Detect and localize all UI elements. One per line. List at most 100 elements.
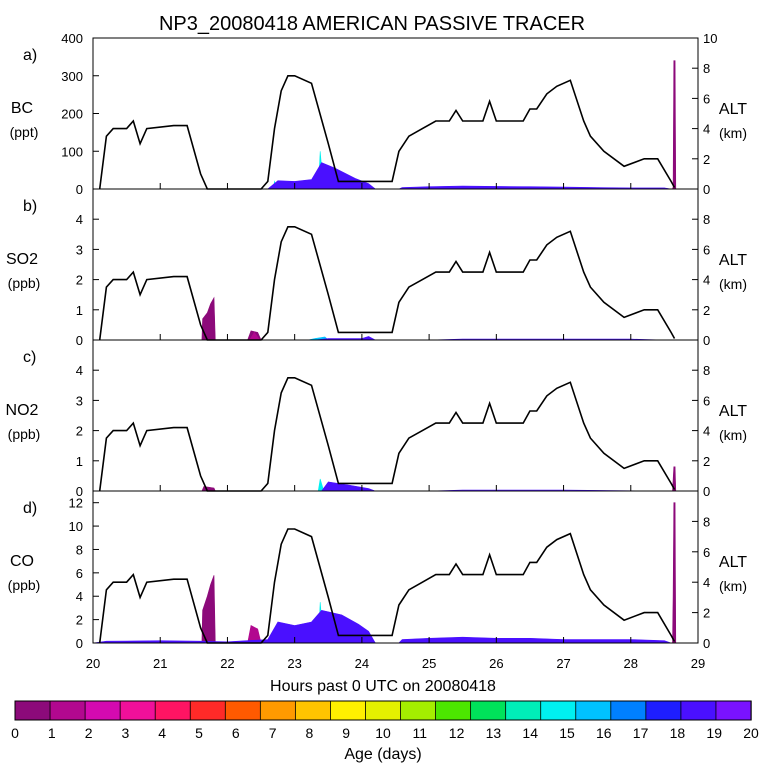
panel-letter: d) bbox=[23, 500, 37, 517]
colorbar-tick-label: 14 bbox=[522, 725, 538, 741]
colorbar-tick-label: 12 bbox=[449, 725, 465, 741]
series-area bbox=[672, 60, 677, 190]
x-tick-label: 23 bbox=[287, 656, 301, 671]
y-tick-label: 2 bbox=[76, 273, 83, 288]
x-tick-label: 24 bbox=[355, 656, 369, 671]
y-tick-label: 12 bbox=[69, 496, 83, 511]
colorbar-tick-label: 3 bbox=[122, 725, 130, 741]
colorbar-swatch bbox=[49, 700, 86, 721]
chart-title: NP3_20080418 AMERICAN PASSIVE TRACER bbox=[159, 13, 585, 35]
colorbar-swatch bbox=[435, 700, 472, 721]
y-tick-label: 0 bbox=[76, 636, 83, 651]
colorbar-tick-label: 2 bbox=[85, 725, 93, 741]
y-tick-label: 10 bbox=[69, 519, 83, 534]
y-tick-label: 2 bbox=[76, 424, 83, 439]
panel-letter: a) bbox=[23, 47, 37, 64]
y-tick-label: 0 bbox=[76, 182, 83, 197]
alt-units-label: (km) bbox=[719, 578, 747, 594]
colorbar-frame bbox=[14, 700, 752, 721]
colorbar-tick-label: 18 bbox=[670, 725, 686, 741]
x-tick-label: 28 bbox=[624, 656, 638, 671]
altitude-line bbox=[98, 376, 676, 492]
colorbar-label: Age (days) bbox=[344, 746, 421, 763]
units-label: (ppb) bbox=[8, 426, 41, 442]
colorbar-swatch bbox=[294, 700, 332, 721]
colorbar-swatch bbox=[400, 700, 437, 721]
alt-tick-label: 0 bbox=[703, 636, 710, 651]
colorbar-swatch bbox=[610, 700, 647, 721]
colorbar-swatch bbox=[259, 700, 297, 721]
colorbar-swatch bbox=[505, 700, 542, 721]
panel-so2: 4 3 2 1 0 0 2 4 6 8 b) SO2 (ppb) ALT (km) bbox=[6, 188, 747, 348]
colorbar-tick-label: 17 bbox=[633, 725, 649, 741]
colorbar-tick-label: 1 bbox=[48, 725, 56, 741]
alt-label: ALT bbox=[719, 554, 747, 571]
panel-letter: c) bbox=[23, 349, 36, 366]
units-label: (ppb) bbox=[8, 577, 41, 593]
alt-tick-label: 8 bbox=[703, 61, 710, 76]
colorbar-tick-label: 15 bbox=[559, 725, 575, 741]
colorbar-tick-label: 13 bbox=[486, 725, 502, 741]
x-axis: 20 21 22 23 24 25 26 27 28 29 bbox=[86, 656, 705, 671]
colorbar-tick-label: 0 bbox=[11, 725, 19, 741]
y-tick-label: 6 bbox=[76, 566, 83, 581]
y-tick-label: 1 bbox=[76, 454, 83, 469]
units-label: (ppb) bbox=[8, 275, 41, 291]
colorbar-swatch bbox=[365, 700, 402, 721]
panel-bc: 400 300 200 100 0 0 2 4 6 8 10 a) BC (ppt) ALT (km) bbox=[10, 31, 748, 197]
y-tick-label: 1 bbox=[76, 303, 83, 318]
colorbar-tick-label: 19 bbox=[706, 725, 722, 741]
x-tick-label: 27 bbox=[556, 656, 570, 671]
alt-tick-label: 2 bbox=[703, 606, 710, 621]
alt-tick-label: 2 bbox=[703, 303, 710, 318]
alt-tick-label: 6 bbox=[703, 393, 710, 408]
alt-tick-label: 2 bbox=[703, 454, 710, 469]
alt-tick-label: 6 bbox=[703, 91, 710, 106]
colorbar-swatch bbox=[715, 700, 752, 721]
colorbar-tick-label: 7 bbox=[269, 725, 277, 741]
colorbar-swatch bbox=[224, 700, 262, 721]
colorbar-tick-label: 10 bbox=[375, 725, 391, 741]
series-area bbox=[92, 609, 672, 644]
colorbar-swatch bbox=[154, 700, 191, 721]
colorbar-swatch bbox=[84, 700, 121, 721]
series-area bbox=[201, 466, 677, 492]
alt-tick-label: 8 bbox=[703, 212, 710, 227]
x-tick-label: 29 bbox=[691, 656, 705, 671]
colorbar-tick-label: 20 bbox=[743, 725, 759, 741]
series-area bbox=[201, 502, 677, 644]
colorbar-tick-label: 6 bbox=[232, 725, 240, 741]
units-label: (ppt) bbox=[10, 124, 39, 140]
species-label: SO2 bbox=[6, 251, 38, 268]
species-label: NO2 bbox=[6, 402, 39, 419]
y-tick-label: 4 bbox=[76, 589, 83, 604]
alt-tick-label: 0 bbox=[703, 333, 710, 348]
colorbar-swatch bbox=[330, 700, 367, 721]
y-tick-label: 0 bbox=[76, 484, 83, 499]
alt-tick-label: 4 bbox=[703, 575, 710, 590]
y-tick-label: 8 bbox=[76, 542, 83, 557]
alt-tick-label: 10 bbox=[703, 31, 717, 46]
panel-co: 12 10 8 6 4 2 0 0 2 4 6 8 d) CO (ppb) ALT (km) bbox=[8, 490, 747, 651]
x-tick-label: 25 bbox=[422, 656, 436, 671]
series-area bbox=[266, 162, 672, 190]
alt-tick-label: 0 bbox=[703, 484, 710, 499]
colorbar-swatch bbox=[470, 700, 507, 721]
x-tick-label: 26 bbox=[489, 656, 503, 671]
y-tick-label: 4 bbox=[76, 212, 83, 227]
colorbar-swatch bbox=[119, 700, 156, 721]
colorbar-swatch bbox=[575, 700, 612, 721]
y-tick-label: 3 bbox=[76, 393, 83, 408]
altitude-line bbox=[98, 528, 676, 644]
alt-label: ALT bbox=[719, 252, 747, 269]
colorbar-tick-label: 4 bbox=[158, 725, 166, 741]
x-tick-label: 22 bbox=[220, 656, 234, 671]
alt-tick-label: 6 bbox=[703, 242, 710, 257]
panel-frame bbox=[92, 490, 699, 644]
alt-tick-label: 4 bbox=[703, 273, 710, 288]
colorbar-tick-label: 9 bbox=[342, 725, 350, 741]
colorbar-swatch bbox=[540, 700, 577, 721]
x-axis-label: Hours past 0 UTC on 20080418 bbox=[270, 678, 496, 695]
series-area bbox=[314, 336, 665, 341]
